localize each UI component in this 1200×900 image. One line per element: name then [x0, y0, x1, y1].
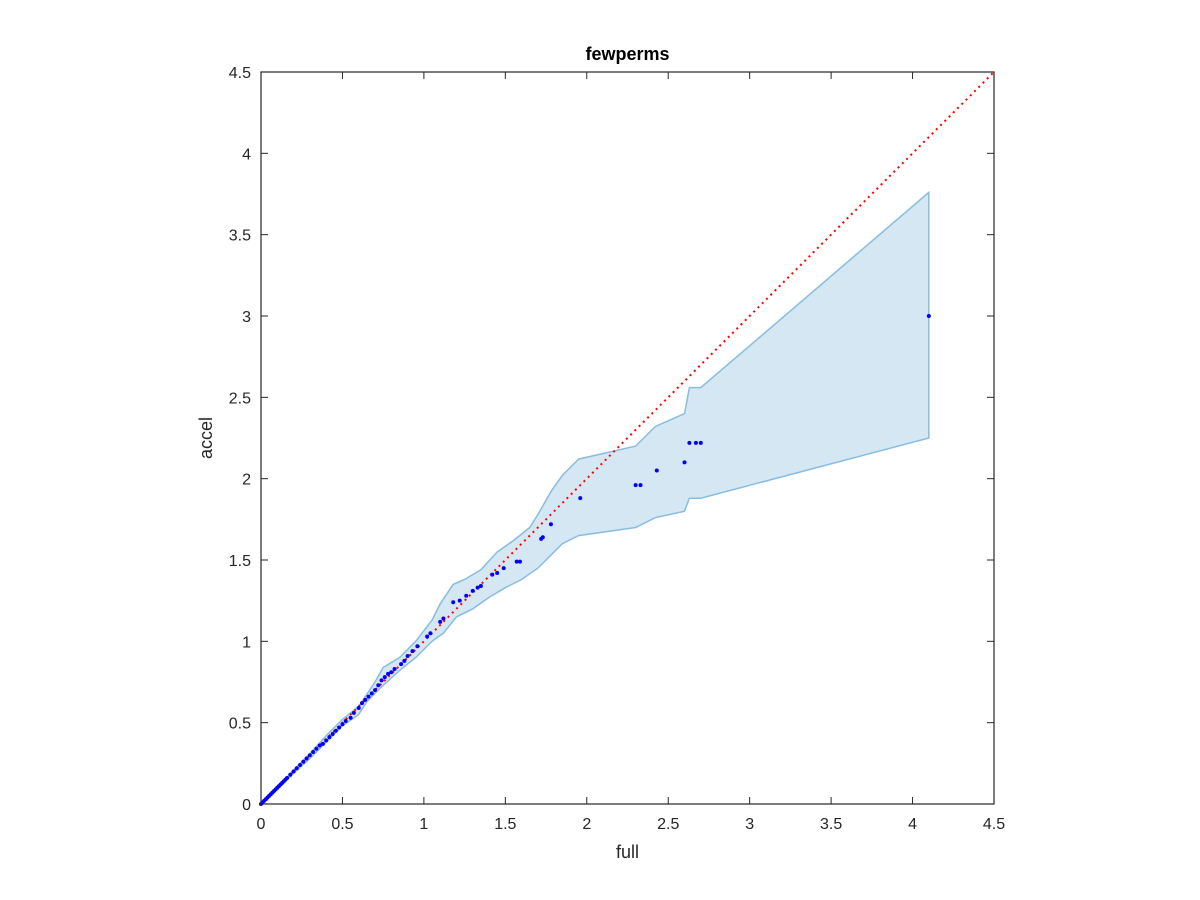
- data-point: [682, 460, 687, 465]
- data-point: [379, 678, 384, 683]
- y-tick-label: 3.5: [229, 228, 251, 245]
- y-tick-label: 4.5: [229, 65, 251, 82]
- data-point: [501, 566, 506, 571]
- x-tick-label: 4: [908, 816, 917, 833]
- data-point: [633, 483, 638, 488]
- data-point: [324, 738, 329, 743]
- data-point: [464, 593, 469, 598]
- data-point: [356, 706, 361, 711]
- x-tick-label: 0: [257, 816, 266, 833]
- data-point: [478, 584, 483, 589]
- data-point: [438, 619, 443, 624]
- data-point: [382, 675, 387, 680]
- data-point: [304, 756, 309, 761]
- data-point: [363, 697, 368, 702]
- data-point: [359, 701, 364, 706]
- x-tick-label: 0.5: [331, 816, 353, 833]
- data-point: [457, 598, 462, 603]
- data-point: [415, 644, 420, 649]
- chart-title: fewperms: [585, 44, 669, 64]
- data-point: [330, 732, 335, 737]
- data-point: [405, 653, 410, 658]
- data-point: [314, 746, 319, 751]
- data-point: [301, 759, 306, 764]
- data-point: [517, 559, 522, 564]
- data-point: [327, 735, 332, 740]
- data-point: [410, 649, 415, 654]
- y-tick-label: 2: [242, 472, 251, 489]
- data-point: [402, 658, 407, 663]
- identity-reference-line: [260, 71, 995, 805]
- y-axis-label: accel: [196, 417, 216, 459]
- data-point: [693, 440, 698, 445]
- data-point: [343, 719, 348, 724]
- x-tick-label: 1: [419, 816, 428, 833]
- data-point: [311, 749, 316, 754]
- data-point: [291, 769, 296, 774]
- data-point: [392, 666, 397, 671]
- x-tick-label: 2.5: [657, 816, 679, 833]
- data-point: [514, 559, 519, 564]
- data-point: [540, 535, 545, 540]
- data-point: [307, 753, 312, 758]
- data-point: [376, 683, 381, 688]
- x-tick-label: 3: [745, 816, 754, 833]
- data-point: [428, 631, 433, 636]
- data-point: [320, 741, 325, 746]
- data-point: [490, 572, 495, 577]
- data-point: [470, 588, 475, 593]
- x-tick-label: 2: [582, 816, 591, 833]
- y-tick-label: 4: [242, 146, 251, 163]
- y-tick-label: 0.5: [229, 716, 251, 733]
- data-point: [548, 522, 553, 527]
- data-point: [495, 571, 500, 576]
- data-point: [366, 694, 371, 699]
- data-point: [386, 671, 391, 676]
- plot-area: [259, 71, 995, 806]
- y-tick-label: 2.5: [229, 390, 251, 407]
- y-axis-ticks: 0 0.5 1 1.5 2 2.5 3 3.5 4 4.5: [229, 65, 994, 814]
- y-tick-label: 1: [242, 634, 251, 651]
- data-point: [441, 616, 446, 621]
- data-point: [288, 772, 293, 777]
- data-point: [687, 440, 692, 445]
- data-point: [340, 722, 345, 727]
- x-tick-label: 3.5: [820, 816, 842, 833]
- x-axis-ticks: 0 0.5 1 1.5 2 2.5 3 3.5 4 4.5: [257, 72, 1005, 833]
- data-point: [389, 670, 394, 675]
- data-point: [926, 314, 931, 318]
- data-points: [259, 314, 931, 806]
- data-point: [654, 468, 659, 473]
- y-tick-label: 1.5: [229, 553, 251, 570]
- confidence-band: [260, 190, 930, 805]
- data-point: [698, 440, 703, 445]
- data-point: [298, 762, 303, 767]
- x-tick-label: 1.5: [494, 816, 516, 833]
- axes-box: [260, 71, 995, 805]
- data-point: [351, 710, 356, 715]
- data-point: [369, 691, 374, 696]
- data-point: [333, 728, 338, 733]
- data-point: [348, 715, 353, 720]
- data-point: [294, 766, 299, 771]
- data-point: [638, 483, 643, 488]
- data-point: [373, 688, 378, 693]
- data-point: [475, 585, 480, 590]
- data-point: [317, 743, 322, 748]
- data-point: [425, 634, 430, 639]
- data-point: [578, 496, 583, 501]
- y-tick-label: 0: [242, 797, 251, 814]
- data-point: [399, 662, 404, 667]
- data-point: [285, 775, 290, 780]
- x-tick-label: 4.5: [983, 816, 1005, 833]
- y-tick-label: 3: [242, 309, 251, 326]
- x-axis-label: full: [616, 842, 639, 862]
- data-point: [451, 600, 456, 605]
- data-point: [337, 725, 342, 730]
